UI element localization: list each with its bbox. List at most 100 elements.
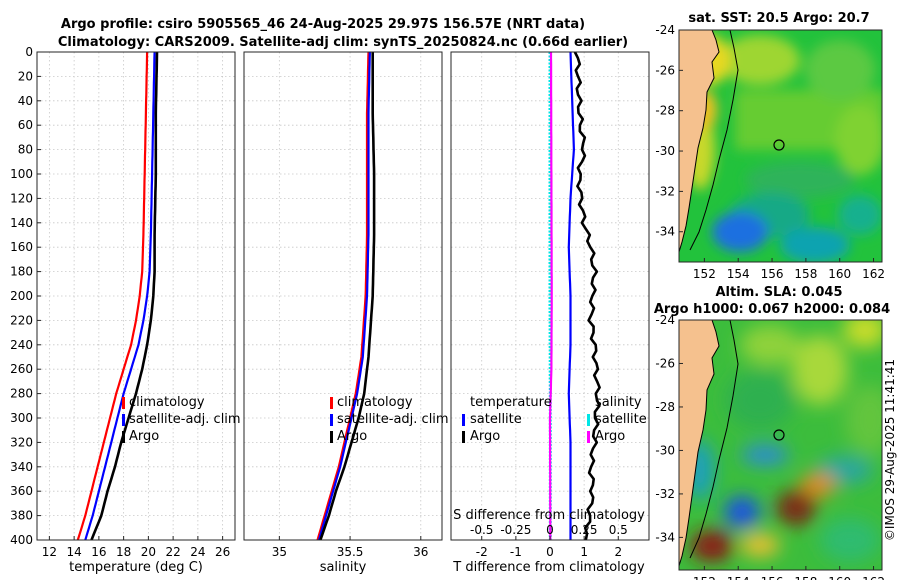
y-tick-label: 100 (10, 167, 33, 181)
salinity-xlabel: salinity (320, 560, 367, 575)
y-tick-label: 400 (10, 533, 33, 547)
x-tick-label: -2 (476, 545, 488, 559)
x-tick-label: 16 (91, 545, 106, 559)
imos-timestamp: ©IMOS 29-Aug-2025 11:41:41 (883, 359, 897, 541)
map-x-tick-label: 154 (727, 575, 750, 580)
y-tick-label: 320 (10, 435, 33, 449)
salinity-panel: 35 35.5 36 salinity climatology satellite-… (243, 51, 449, 575)
map-x-tick-label: 160 (828, 575, 851, 580)
difference-legend-right: salinity satellite Argo (587, 395, 647, 444)
map-x-tick-label: 152 (693, 575, 716, 580)
y-tick-label: 20 (18, 69, 33, 83)
legend-swatch-t-argo (462, 431, 465, 443)
legend-label-satellite: satellite-adj. clim (337, 412, 449, 427)
sst-map-image (679, 30, 882, 262)
map-y-tick-label: -26 (655, 356, 675, 370)
argo-location-marker (773, 429, 785, 441)
difference-legend-left: temperature satellite Argo (462, 395, 552, 444)
temperature-xlabel: temperature (deg C) (69, 560, 203, 575)
legend-label-argo: Argo (337, 429, 367, 444)
series-line-climatology (76, 51, 149, 541)
y-tick-label: 80 (18, 143, 33, 157)
y-tick-label: 260 (10, 362, 33, 376)
map-x-tick-label: 158 (794, 267, 817, 281)
y-tick-label: 240 (10, 338, 33, 352)
x-tick-label: 18 (116, 545, 131, 559)
sla-map-title-line1: Altim. SLA: 0.045 (716, 285, 843, 300)
difference-xlabel: T difference from climatology (452, 560, 645, 575)
sst-map-frame (678, 29, 883, 263)
y-tick-label: 360 (10, 484, 33, 498)
series-line-temperature-satellite (567, 51, 575, 540)
x-tick-label: 0 (546, 545, 554, 559)
legend-swatch-t-satellite (462, 414, 465, 426)
legend-label-climatology: climatology (337, 395, 413, 410)
map-y-tick-label: -24 (655, 23, 675, 37)
map-x-tick-label: 158 (794, 575, 817, 580)
top-x-tick-label: 0.5 (609, 523, 628, 537)
x-tick-label: 22 (165, 545, 180, 559)
legend-swatch-climatology (122, 397, 125, 409)
legend-label-climatology: climatology (129, 395, 205, 410)
difference-panel: -2 -1 0 1 2 -0.5 -0.25 0 0.25 0.5 T difference fr… (450, 51, 650, 575)
map-y-tick-label: -30 (655, 144, 675, 158)
x-tick-label: -1 (510, 545, 522, 559)
y-tick-label: 60 (18, 118, 33, 132)
map-y-tick-label: -26 (655, 63, 675, 77)
sla-map-frame (678, 319, 883, 571)
sla-map-panel: Altim. SLA: 0.045 Argo h1000: 0.067 h200… (654, 285, 890, 580)
map-y-tick-label: -34 (655, 225, 675, 239)
legend-swatch-satellite (122, 414, 125, 426)
y-tick-label: 380 (10, 509, 33, 523)
temperature-panel: 12 14 16 18 20 22 24 26020406080100120140160180… (10, 45, 241, 575)
map-y-tick-label: -24 (655, 313, 675, 327)
y-tick-label: 220 (10, 313, 33, 327)
sst-map-panel: sat. SST: 20.5 Argo: 20.7 (655, 11, 885, 281)
sla-map-title-line2: Argo h1000: 0.067 h2000: 0.084 (654, 302, 890, 317)
legend-label-satellite: satellite-adj. clim (129, 412, 241, 427)
argo-location-marker (773, 139, 785, 151)
y-tick-label: 340 (10, 460, 33, 474)
x-tick-label: 36 (413, 545, 428, 559)
map-x-tick-label: 162 (862, 267, 885, 281)
salinity-axes-frame (243, 51, 443, 541)
legend-label-t-argo: Argo (470, 429, 500, 444)
map-y-tick-label: -28 (655, 400, 675, 414)
y-tick-label: 140 (10, 216, 33, 230)
x-tick-label: 35 (272, 545, 287, 559)
map-y-tick-label: -30 (655, 443, 675, 457)
series-line-argo (90, 51, 159, 541)
series-line-climatology (316, 51, 370, 541)
map-x-tick-label: 152 (693, 267, 716, 281)
x-tick-label: 35.5 (337, 545, 364, 559)
legend-swatch-climatology (330, 397, 333, 409)
temperature-legend: climatology satellite-adj. clim Argo (122, 395, 241, 444)
legend-label-t-satellite: satellite (470, 412, 522, 427)
salinity-legend: climatology satellite-adj. clim Argo (330, 395, 449, 444)
x-tick-label: 26 (215, 545, 230, 559)
top-x-tick-label: 0 (546, 523, 554, 537)
map-y-tick-label: -32 (655, 487, 675, 501)
legend-label-argo: Argo (129, 429, 159, 444)
y-tick-label: 40 (18, 94, 33, 108)
legend-heading-temperature: temperature (470, 395, 552, 410)
sla-map-image (679, 320, 882, 570)
series-line-argo (319, 52, 376, 541)
figure-title-line2: Climatology: CARS2009. Satellite-adj cli… (58, 35, 628, 50)
y-tick-label: 280 (10, 387, 33, 401)
y-tick-label: 120 (10, 191, 33, 205)
legend-swatch-argo (330, 431, 333, 443)
x-tick-label: 2 (614, 545, 622, 559)
map-y-tick-label: -28 (655, 104, 675, 118)
legend-swatch-s-argo (587, 431, 590, 443)
map-x-tick-label: 156 (761, 267, 784, 281)
series-line-satellite-adj-clim (317, 51, 371, 541)
series-line-salinity-argo (548, 52, 553, 540)
legend-swatch-s-satellite (587, 414, 590, 426)
sst-map-title: sat. SST: 20.5 Argo: 20.7 (688, 11, 869, 26)
map-x-tick-label: 156 (761, 575, 784, 580)
map-x-tick-label: 162 (862, 575, 885, 580)
y-tick-label: 0 (25, 45, 33, 59)
top-x-tick-label: -0.5 (470, 523, 493, 537)
